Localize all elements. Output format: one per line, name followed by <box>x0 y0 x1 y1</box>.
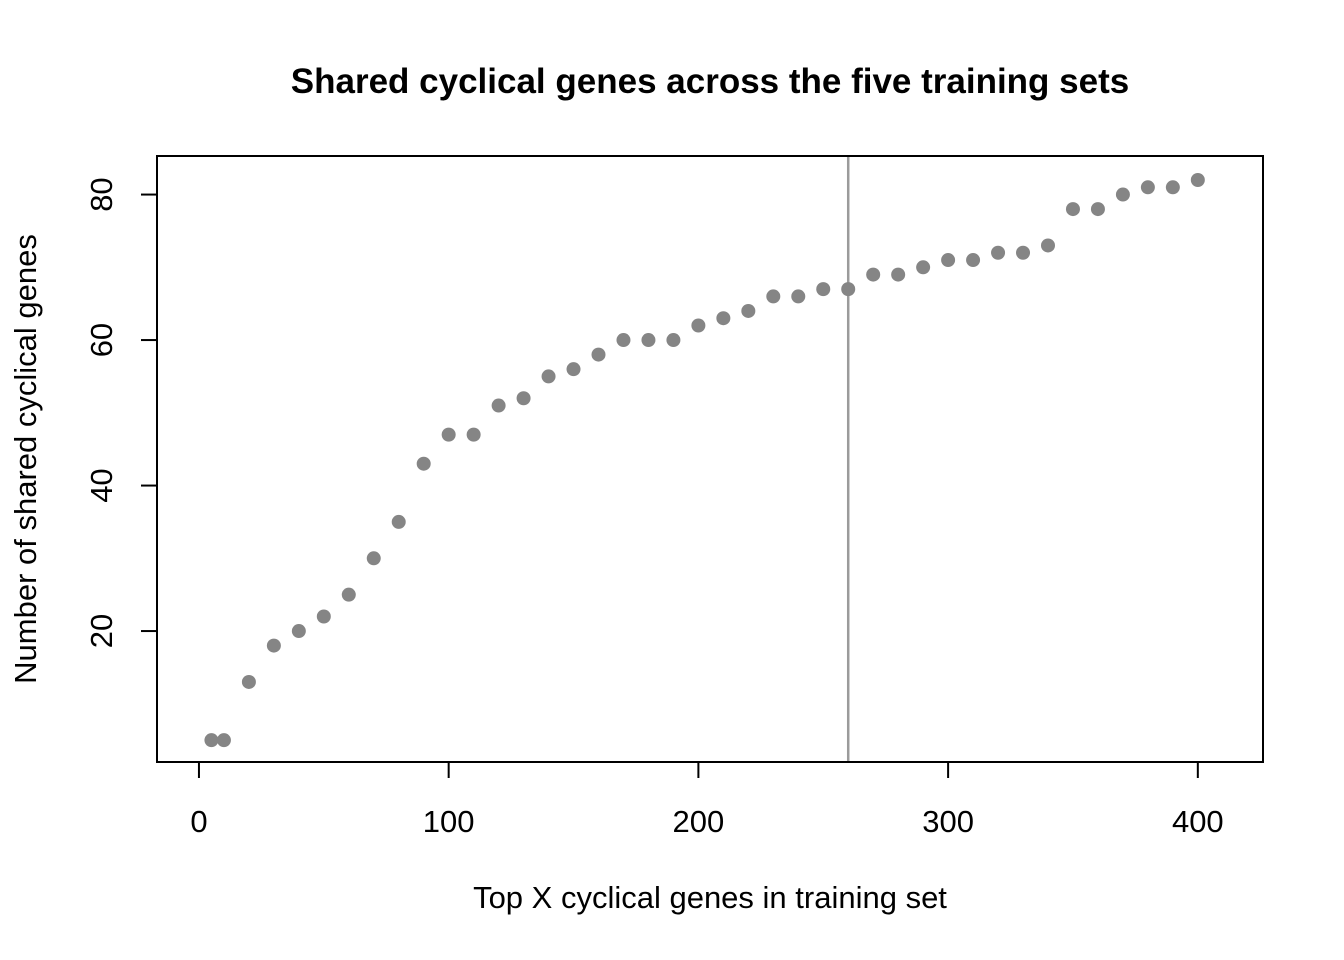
data-point <box>816 282 831 297</box>
data-point <box>641 333 656 348</box>
data-point <box>916 260 931 275</box>
data-point <box>566 362 581 377</box>
x-tick-label: 100 <box>423 804 475 839</box>
data-point <box>441 427 456 442</box>
data-point <box>366 551 381 566</box>
data-point <box>216 733 231 748</box>
data-point <box>1115 187 1130 202</box>
data-point <box>766 289 781 304</box>
data-point <box>591 347 606 362</box>
data-point <box>1165 180 1180 195</box>
data-point <box>1190 173 1205 188</box>
data-point <box>666 333 681 348</box>
x-tick-label: 400 <box>1172 804 1224 839</box>
data-point <box>291 624 306 639</box>
chart-title: Shared cyclical genes across the five tr… <box>291 62 1129 101</box>
data-point <box>266 638 281 653</box>
data-point <box>466 427 481 442</box>
data-point <box>541 369 556 384</box>
data-point <box>416 456 431 471</box>
data-point <box>841 282 856 297</box>
plot-box <box>156 155 1264 763</box>
x-tick-label: 300 <box>922 804 974 839</box>
data-point <box>516 391 531 406</box>
data-point <box>691 318 706 333</box>
data-point <box>891 267 906 282</box>
y-tick-label: 80 <box>84 177 119 211</box>
data-point <box>991 245 1006 260</box>
data-point <box>1040 238 1055 253</box>
data-point <box>1090 202 1105 217</box>
plot-area: 0 100 200 300 400 20 40 60 80 <box>84 155 1264 839</box>
x-tick-label: 200 <box>673 804 725 839</box>
x-axis-label: Top X cyclical genes in training set <box>473 880 947 915</box>
data-point <box>941 253 956 268</box>
data-point <box>316 609 331 624</box>
x-tick-label: 0 <box>190 804 207 839</box>
data-point <box>966 253 981 268</box>
y-axis-label: Number of shared cyclical genes <box>8 234 43 684</box>
data-point <box>1065 202 1080 217</box>
data-point <box>716 311 731 326</box>
y-tick-label: 60 <box>84 323 119 357</box>
data-point <box>341 587 356 602</box>
data-point <box>741 303 756 318</box>
data-point <box>204 733 219 748</box>
data-point <box>1016 245 1031 260</box>
data-point <box>241 674 256 689</box>
data-point <box>491 398 506 413</box>
data-point <box>1140 180 1155 195</box>
y-tick-label: 20 <box>84 614 119 648</box>
data-point <box>391 514 406 529</box>
data-point <box>866 267 881 282</box>
y-tick-label: 40 <box>84 468 119 502</box>
data-point <box>616 333 631 348</box>
data-point <box>791 289 806 304</box>
